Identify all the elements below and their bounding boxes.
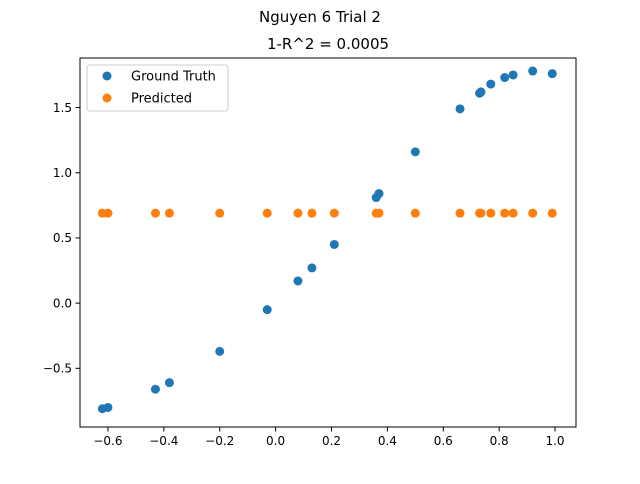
data-point — [150, 208, 160, 218]
data-point — [508, 208, 518, 218]
data-point — [547, 208, 557, 218]
data-point — [164, 208, 174, 218]
data-point — [164, 378, 174, 388]
legend-label: Ground Truth — [131, 70, 216, 85]
series-1-points — [97, 66, 557, 414]
data-point — [547, 69, 557, 79]
chart-title: 1-R^2 = 0.0005 — [267, 35, 389, 53]
data-point — [215, 346, 225, 356]
data-point — [293, 276, 303, 286]
x-tick-label: −0.2 — [205, 434, 234, 448]
data-point — [486, 79, 496, 89]
data-point — [262, 208, 272, 218]
legend-marker — [102, 71, 112, 81]
data-point — [329, 239, 339, 249]
data-point — [528, 66, 538, 76]
x-tick-label: 0.8 — [490, 434, 509, 448]
x-tick-label: −0.6 — [93, 434, 122, 448]
data-point — [528, 208, 538, 218]
data-point — [476, 87, 486, 97]
y-tick-label: 0.5 — [53, 231, 72, 245]
series-2-points — [97, 208, 557, 218]
x-tick-label: 0.4 — [378, 434, 397, 448]
data-point — [374, 189, 384, 199]
y-tick-label: 1.0 — [53, 166, 72, 180]
legend-box — [86, 64, 229, 112]
data-point — [508, 70, 518, 80]
data-point — [103, 402, 113, 412]
data-point — [486, 208, 496, 218]
data-point — [500, 208, 510, 218]
x-tick-label: 0.2 — [322, 434, 341, 448]
data-point — [150, 384, 160, 394]
x-tick-label: 0.6 — [434, 434, 453, 448]
y-tick-label: −0.5 — [43, 362, 72, 376]
axes-layer: −0.6 −0.4 −0.2 0.0 0.2 0.4 0.6 0.8 1.0 −0.5 0.0 0.5… — [43, 57, 577, 448]
legend-label: Predicted — [131, 92, 192, 107]
figure-suptitle: Nguyen 6 Trial 2 — [259, 8, 381, 26]
data-point — [455, 208, 465, 218]
data-point — [476, 208, 486, 218]
x-tick-label: −0.4 — [149, 434, 178, 448]
data-point — [410, 147, 420, 157]
data-point — [374, 208, 384, 218]
legend-marker — [102, 93, 112, 103]
data-point — [329, 208, 339, 218]
data-point — [500, 73, 510, 83]
points-layer — [97, 66, 557, 414]
y-tick-label: 0.0 — [53, 296, 72, 310]
data-point — [455, 104, 465, 114]
x-tick-label: 0.0 — [266, 434, 285, 448]
data-point — [307, 263, 317, 273]
data-point — [262, 305, 272, 315]
axes-frame — [79, 57, 577, 428]
data-point — [410, 208, 420, 218]
y-tick-label: 1.5 — [53, 101, 72, 115]
data-point — [103, 208, 113, 218]
data-point — [307, 208, 317, 218]
data-point — [293, 208, 303, 218]
x-tick-label: 1.0 — [545, 434, 564, 448]
data-point — [215, 208, 225, 218]
legend: Ground Truth Predicted — [86, 64, 229, 112]
